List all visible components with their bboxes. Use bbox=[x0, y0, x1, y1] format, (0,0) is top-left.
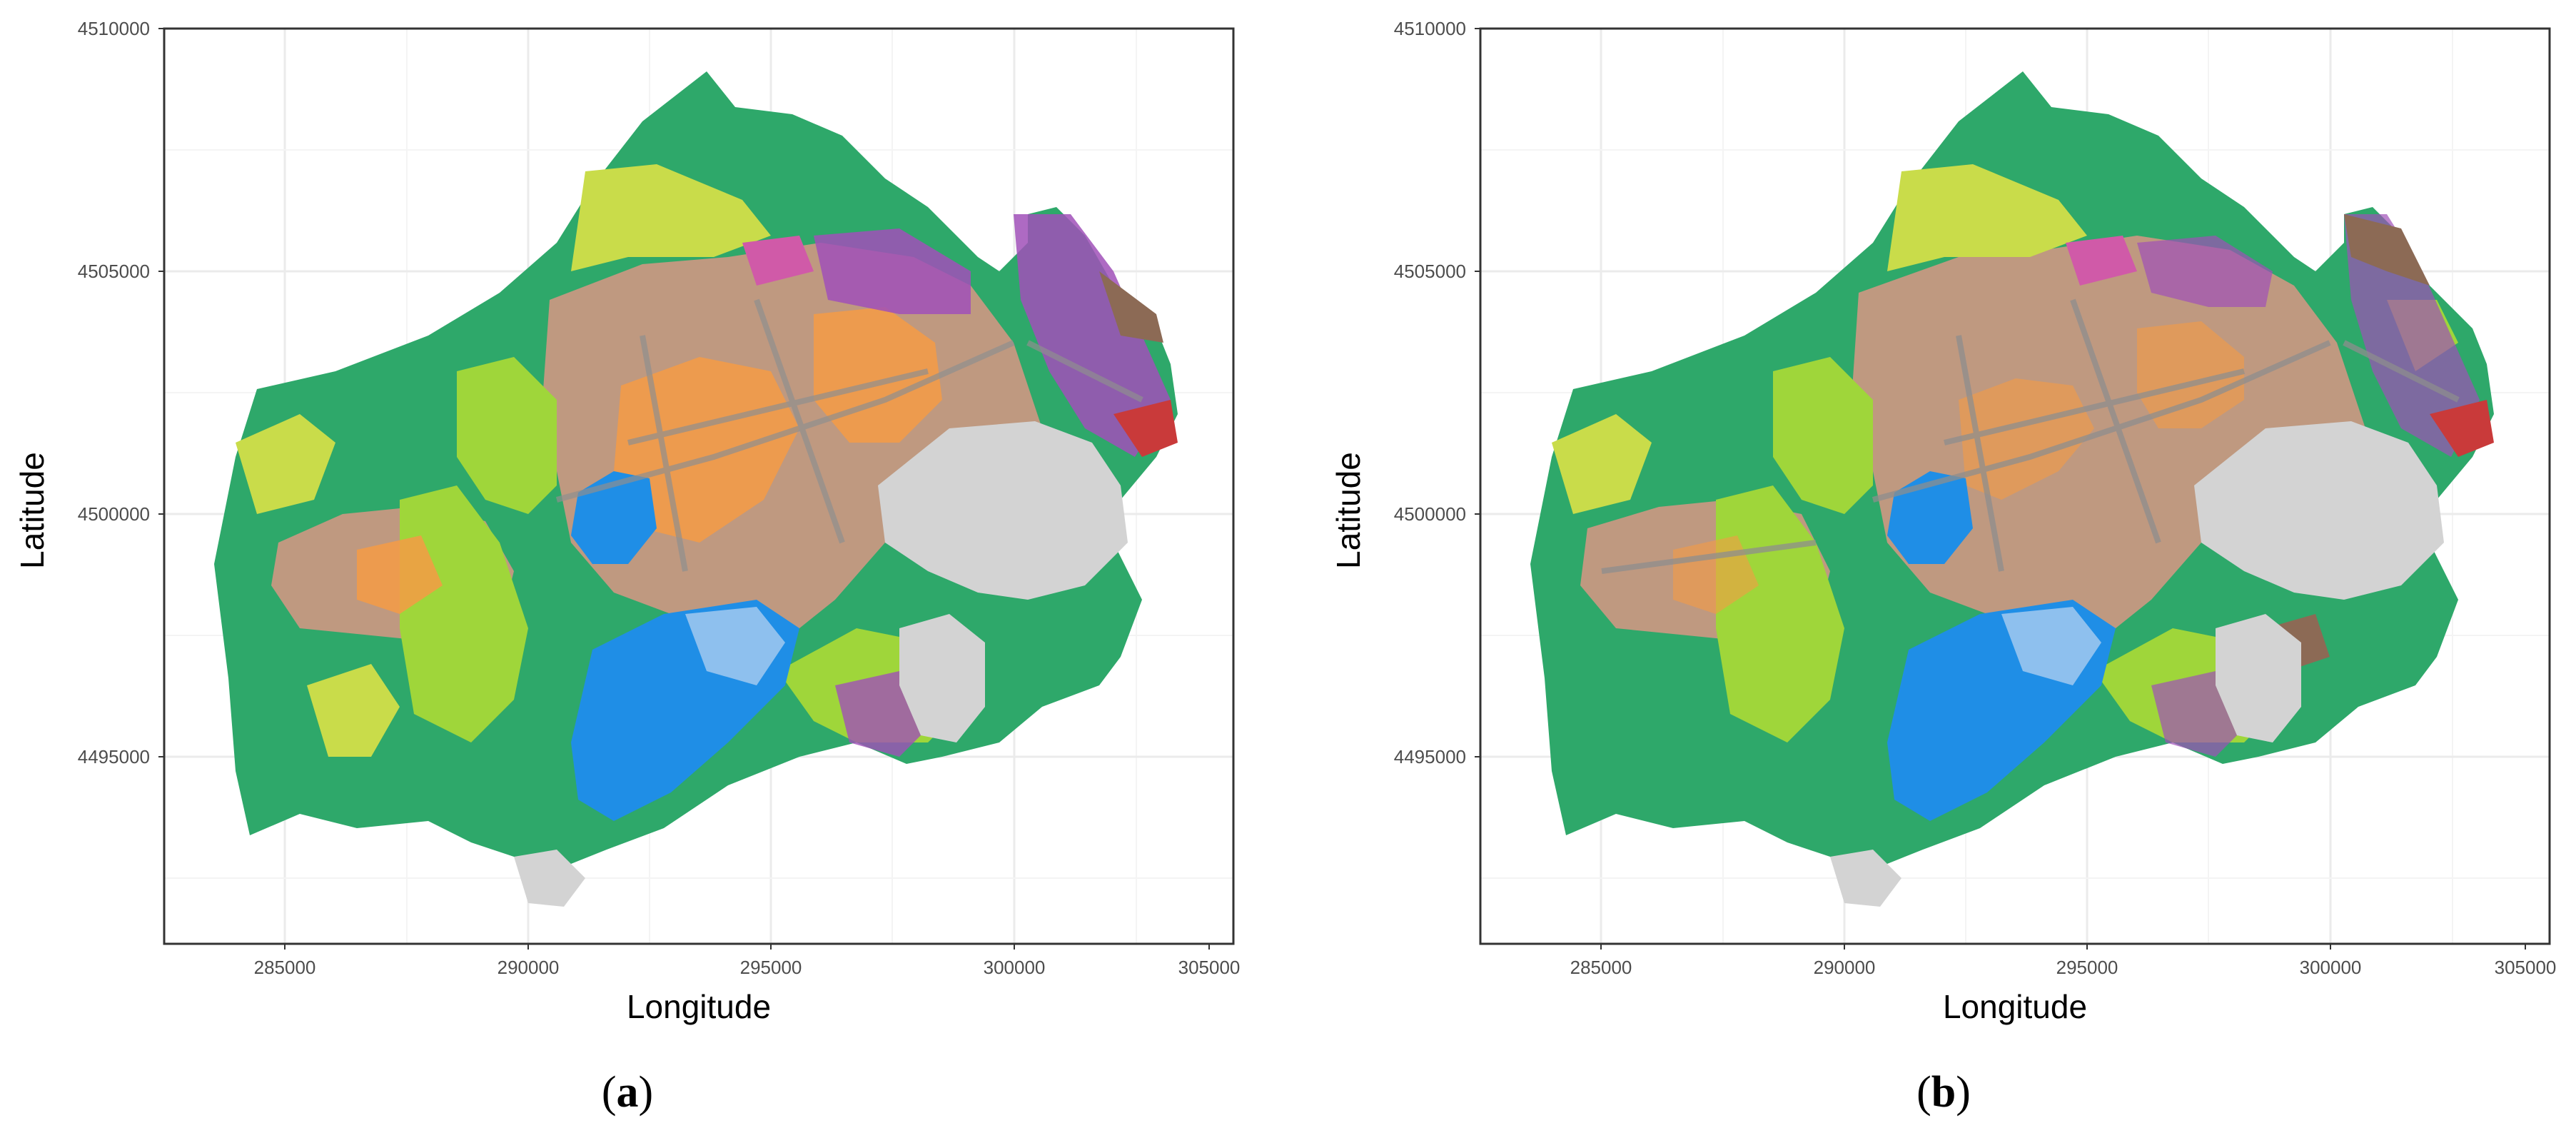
brown-patch-1 bbox=[1099, 271, 1163, 343]
panel-caption: (b) bbox=[1916, 1068, 1971, 1117]
purple-crop-1 bbox=[814, 228, 971, 314]
panel-caption: (a) bbox=[601, 1068, 654, 1117]
orange-crop-2 bbox=[2137, 321, 2244, 428]
y-tick-label: 4495000 bbox=[77, 746, 150, 767]
x-tick-label: 295000 bbox=[2056, 957, 2118, 978]
water-light bbox=[685, 607, 785, 685]
magenta-patch bbox=[742, 236, 814, 286]
grassland-3 bbox=[1887, 164, 2087, 271]
x-tick-label: 300000 bbox=[983, 957, 1046, 978]
grassland-5 bbox=[1552, 414, 1652, 514]
x-tick-label: 285000 bbox=[1570, 957, 1632, 978]
grassland-5 bbox=[236, 414, 335, 514]
bare-gray-2 bbox=[899, 614, 985, 742]
y-tick-label: 4500000 bbox=[77, 503, 150, 525]
water-light bbox=[2001, 607, 2101, 685]
map-region bbox=[214, 71, 1178, 907]
grassland-3 bbox=[571, 164, 771, 271]
grassland-1 bbox=[1773, 357, 1873, 514]
orange-crop-2 bbox=[814, 307, 942, 443]
brown-patch-1 bbox=[2344, 214, 2430, 286]
y-tick-label: 4510000 bbox=[77, 18, 150, 39]
bare-gray-3 bbox=[1830, 850, 1901, 907]
magenta-patch bbox=[2066, 236, 2137, 286]
land-cover-map-a bbox=[158, 27, 1235, 950]
x-tick-label: 305000 bbox=[2494, 957, 2557, 978]
road-network bbox=[1601, 298, 2460, 574]
tick-marks bbox=[1475, 28, 2526, 950]
bare-gray-1 bbox=[2194, 421, 2444, 600]
road-network bbox=[555, 298, 1143, 572]
tick-marks bbox=[158, 28, 1210, 950]
plot-border bbox=[1479, 27, 2551, 945]
y-tick-label: 4510000 bbox=[1393, 18, 1466, 39]
orange-crop-3 bbox=[357, 535, 443, 614]
y-tick-label: 4505000 bbox=[1393, 261, 1466, 282]
x-tick-label: 290000 bbox=[497, 957, 560, 978]
grassland-6 bbox=[307, 664, 400, 757]
grassland-2 bbox=[400, 485, 528, 742]
bare-gray-2 bbox=[2216, 614, 2301, 742]
y-tick-label: 4500000 bbox=[1393, 503, 1466, 525]
grassland-1 bbox=[457, 357, 557, 514]
y-axis-label: Latitude bbox=[1330, 452, 1367, 569]
bare-gray-1 bbox=[878, 421, 1128, 600]
map-panel-a: 4510000 4505000 4500000 4495000 285000 2… bbox=[14, 18, 1241, 1117]
map-region bbox=[1530, 71, 2494, 907]
x-tick-label: 300000 bbox=[2299, 957, 2362, 978]
purple-crop-1 bbox=[2137, 236, 2273, 307]
y-tick-label: 4505000 bbox=[77, 261, 150, 282]
map-panel-b: 4510000 4505000 4500000 4495000 285000 2… bbox=[1316, 0, 2576, 1138]
x-tick-label: 295000 bbox=[739, 957, 802, 978]
x-tick-label: 285000 bbox=[253, 957, 316, 978]
water-small bbox=[571, 471, 657, 564]
y-axis-label: Latitude bbox=[14, 452, 51, 569]
y-tick-label: 4495000 bbox=[1393, 746, 1466, 767]
land-cover-map-b bbox=[1475, 27, 2551, 950]
x-tick-label: 305000 bbox=[1178, 957, 1241, 978]
bare-gray-3 bbox=[514, 850, 585, 907]
orange-crop-1 bbox=[614, 357, 799, 543]
x-axis-label: Longitude bbox=[1942, 988, 2088, 1025]
x-axis-label: Longitude bbox=[626, 988, 772, 1025]
plot-border bbox=[163, 27, 1235, 945]
water-small bbox=[1887, 471, 1973, 564]
x-tick-label: 290000 bbox=[1813, 957, 1876, 978]
red-patch bbox=[1113, 400, 1178, 457]
red-patch bbox=[2430, 400, 2494, 457]
